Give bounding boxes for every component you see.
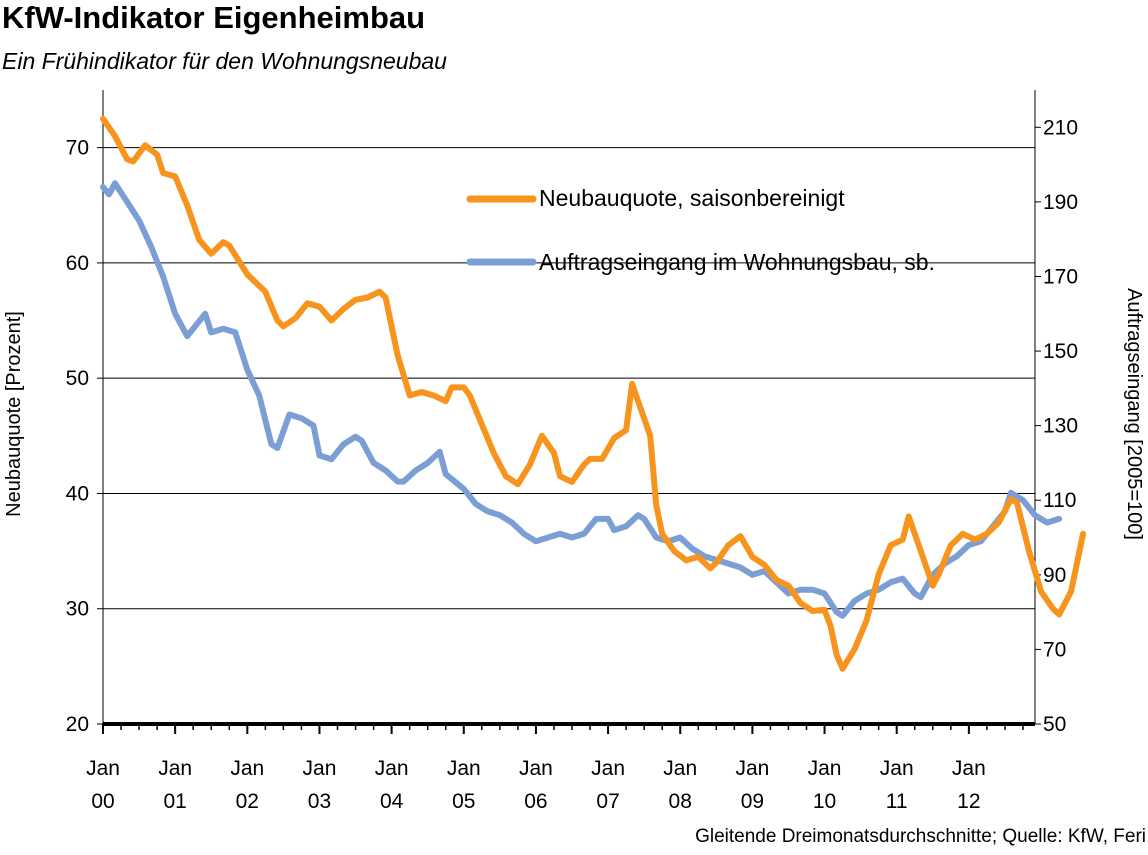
y-left-tick-label-40: 40 bbox=[66, 482, 89, 505]
x-tick-label-year-11: 11 bbox=[886, 790, 908, 813]
x-tick-label-month-04: Jan bbox=[375, 757, 409, 780]
x-tick-label-year-06: 06 bbox=[524, 790, 547, 813]
legend: Neubauquote, saisonbereinigt Auftragsein… bbox=[466, 185, 935, 275]
x-tick-label-month-00: Jan bbox=[86, 757, 120, 780]
grid-lines bbox=[103, 147, 1035, 610]
x-tick-label-year-12: 12 bbox=[957, 790, 980, 813]
axes: 20 30 40 50 60 70 50 70 90 110 130 150 170 190 210 Jan 0… bbox=[66, 90, 1078, 813]
x-tick-label-month-03: Jan bbox=[303, 757, 337, 780]
x-tick-label-year-00: 00 bbox=[91, 790, 114, 813]
y-right-tick-label-170: 170 bbox=[1043, 265, 1078, 288]
x-tick-label-month-02: Jan bbox=[230, 757, 264, 780]
series-line-auftragseingang bbox=[100, 180, 1063, 619]
x-tick-label-month-06: Jan bbox=[519, 757, 553, 780]
x-tick-label-month-01: Jan bbox=[158, 757, 192, 780]
x-tick-label-month-12: Jan bbox=[952, 757, 986, 780]
x-tick-label-year-10: 10 bbox=[813, 790, 836, 813]
x-tick-label-year-04: 04 bbox=[380, 790, 404, 813]
source-note: Gleitende Dreimonatsdurchschnitte; Quell… bbox=[695, 826, 1146, 847]
y-right-tick-label-110: 110 bbox=[1043, 489, 1076, 512]
series-line-neubauquote bbox=[100, 115, 1087, 672]
y-right-tick-label-50: 50 bbox=[1043, 713, 1066, 736]
x-tick-label-month-10: Jan bbox=[808, 757, 842, 780]
y-right-tick-label-130: 130 bbox=[1043, 415, 1078, 438]
legend-label-auftragseingang: Auftragseingang im Wohnungsbau, sb. bbox=[539, 249, 935, 275]
x-tick-label-year-01: 01 bbox=[163, 790, 186, 813]
y-left-tick-label-30: 30 bbox=[66, 598, 89, 621]
chart-title: KfW-Indikator Eigenheimbau bbox=[2, 0, 426, 35]
x-tick-label-month-08: Jan bbox=[663, 757, 697, 780]
chart-subtitle: Ein Frühindikator für den Wohnungsneubau bbox=[2, 48, 447, 74]
x-tick-label-month-07: Jan bbox=[591, 757, 625, 780]
y-right-tick-label-210: 210 bbox=[1043, 116, 1078, 139]
x-tick-label-year-02: 02 bbox=[236, 790, 259, 813]
x-tick-label-year-09: 09 bbox=[741, 790, 764, 813]
y-left-tick-label-60: 60 bbox=[66, 252, 89, 275]
x-tick-label-month-05: Jan bbox=[447, 757, 481, 780]
y-left-tick-label-70: 70 bbox=[66, 137, 89, 160]
y-right-tick-label-70: 70 bbox=[1043, 638, 1066, 661]
y-right-tick-label-90: 90 bbox=[1043, 564, 1066, 587]
y-axis-right-title: Auftragseingang [2005=100] bbox=[1123, 288, 1145, 540]
y-left-tick-label-50: 50 bbox=[66, 367, 89, 390]
y-axis-left-title: Neubauquote [Prozent] bbox=[3, 311, 25, 517]
y-right-tick-label-150: 150 bbox=[1043, 340, 1078, 363]
y-right-tick-label-190: 190 bbox=[1043, 191, 1078, 214]
y-left-tick-label-20: 20 bbox=[66, 713, 89, 736]
x-tick-label-year-08: 08 bbox=[669, 790, 692, 813]
x-tick-label-year-07: 07 bbox=[596, 790, 619, 813]
x-tick-label-month-09: Jan bbox=[735, 757, 769, 780]
x-tick-label-month-11: Jan bbox=[880, 757, 914, 780]
x-tick-label-year-03: 03 bbox=[308, 790, 331, 813]
x-tick-label-year-05: 05 bbox=[452, 790, 475, 813]
legend-label-neubauquote: Neubauquote, saisonbereinigt bbox=[539, 185, 845, 211]
series-lines bbox=[100, 115, 1087, 672]
